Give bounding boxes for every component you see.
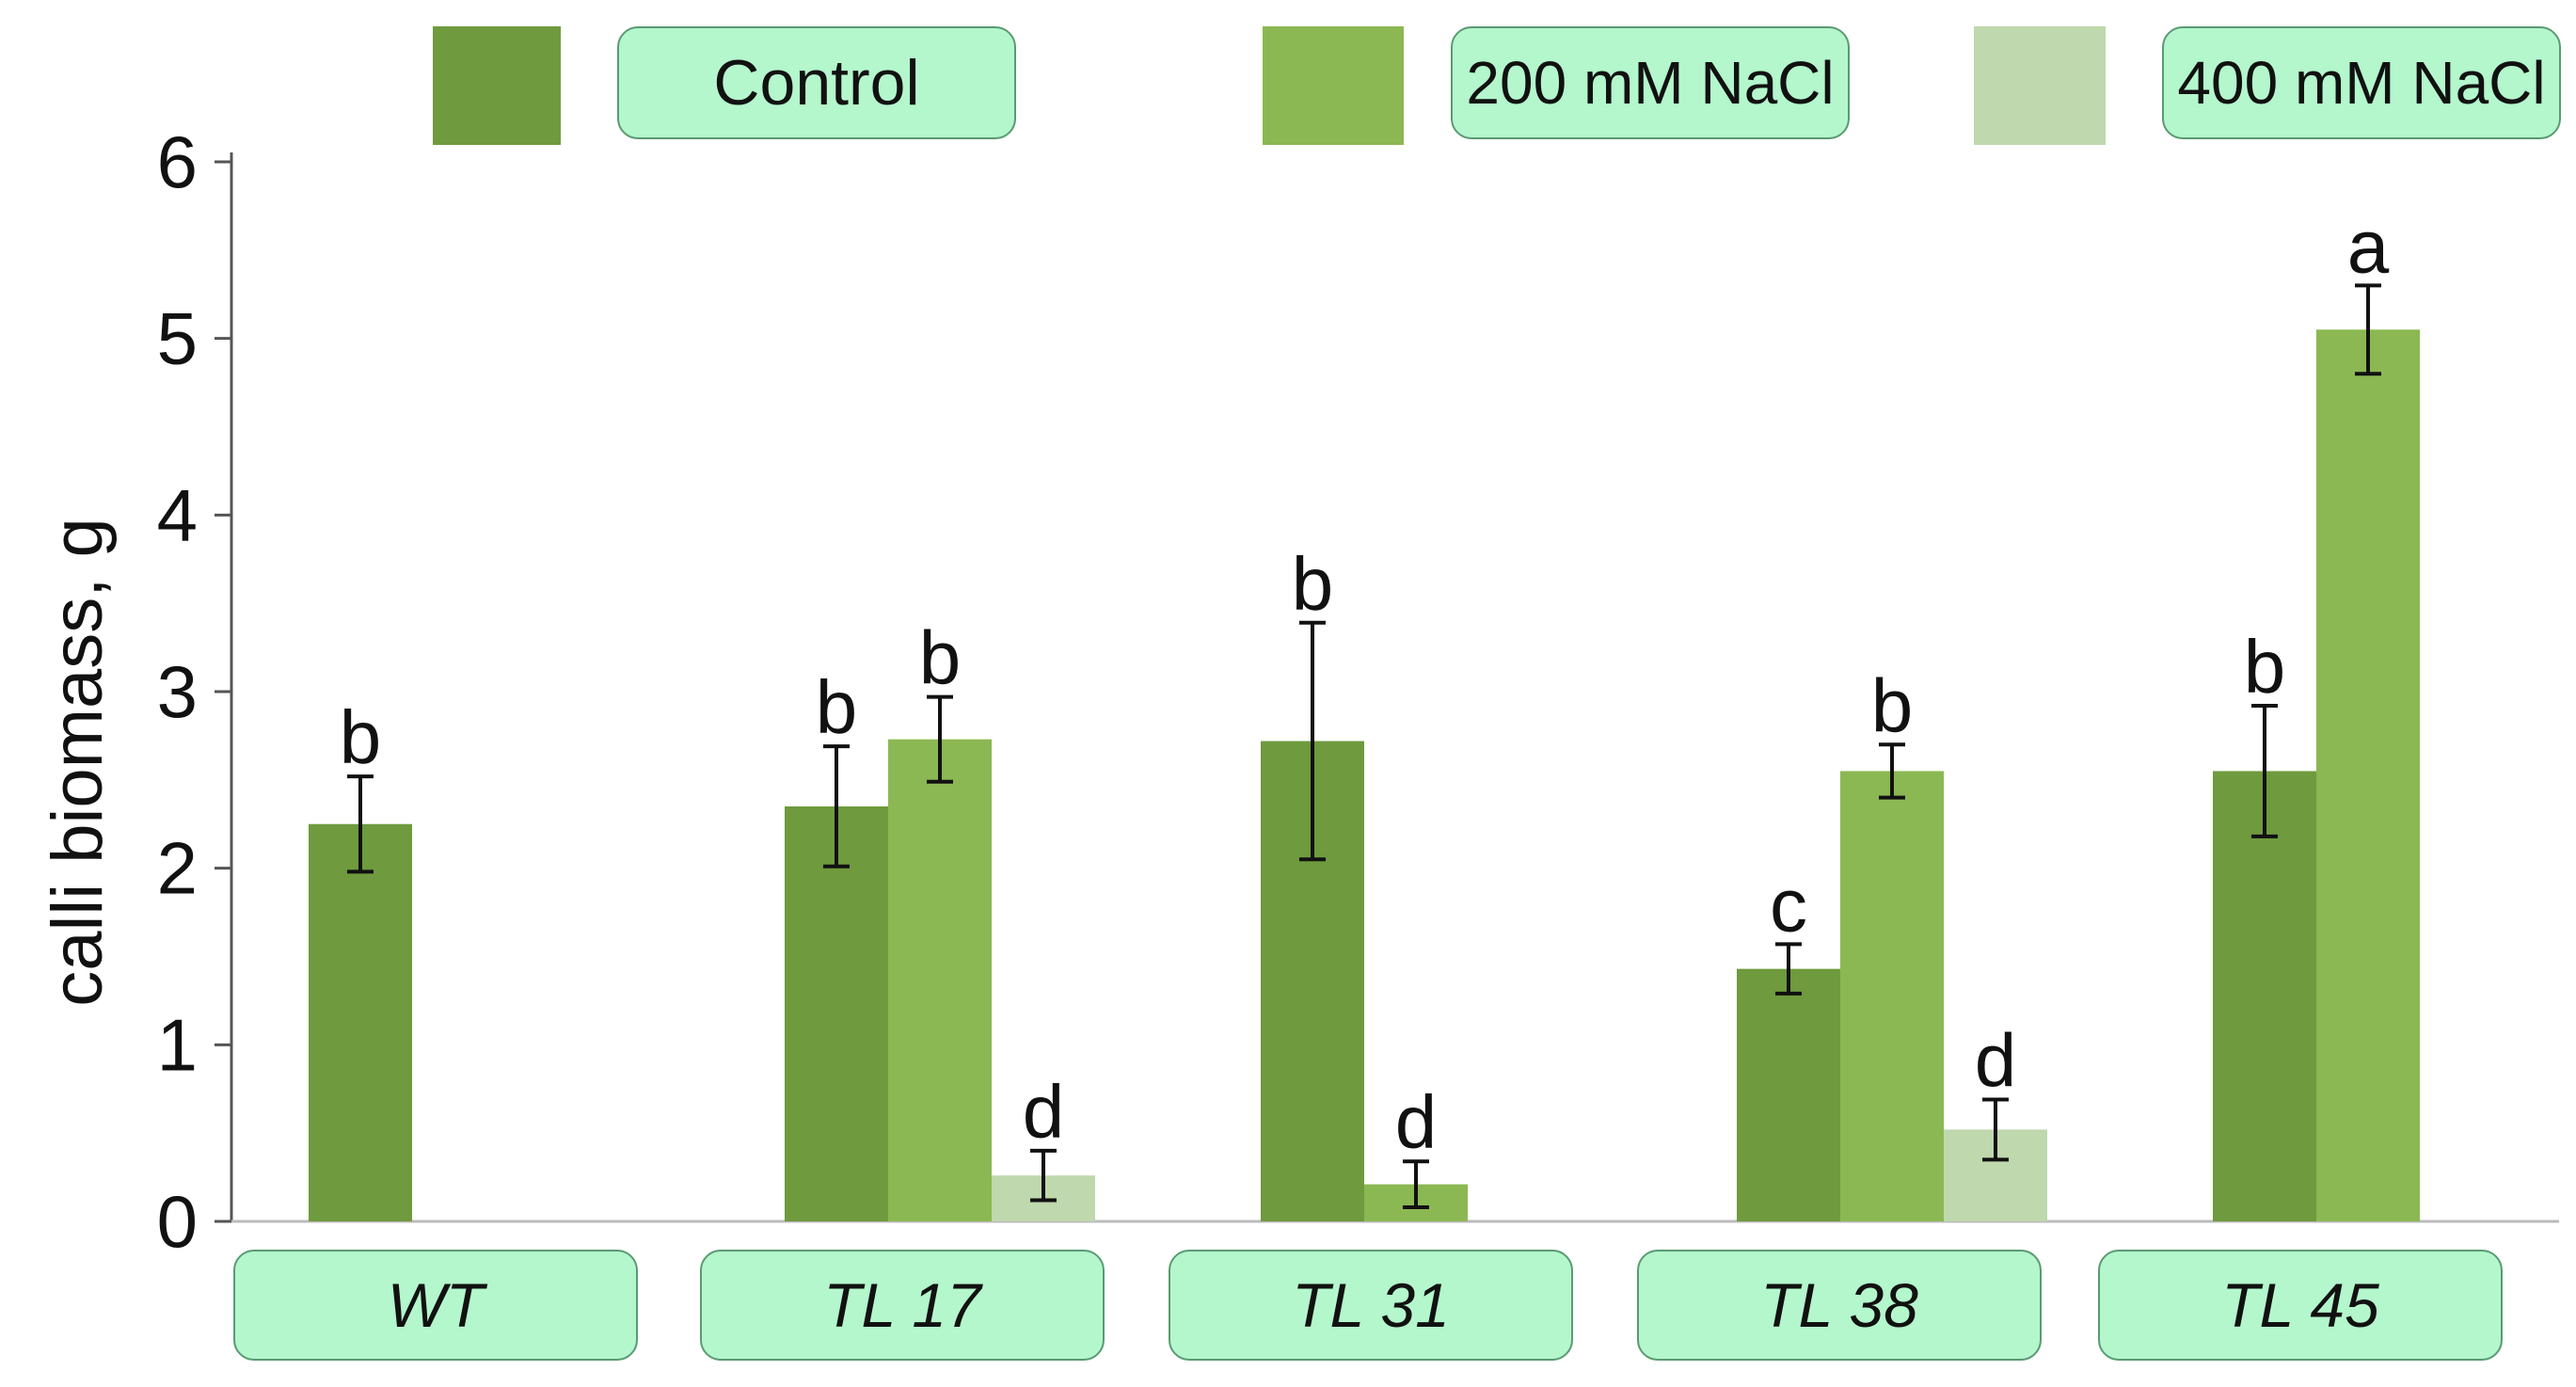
significance-letter: c xyxy=(1770,863,1807,947)
y-tick-label: 2 xyxy=(157,827,198,910)
category-label-tl17: TL 17 xyxy=(700,1250,1105,1361)
significance-letter: b xyxy=(816,665,858,749)
y-tick-label: 4 xyxy=(157,473,198,556)
error-bar xyxy=(2251,704,2278,838)
legend-label-200mm: 200 mM NaCl xyxy=(1451,26,1850,139)
error-bar xyxy=(823,744,850,869)
error-bar xyxy=(927,694,953,784)
bar-tl17-series-0 xyxy=(785,805,888,1221)
legend-swatch-200mm xyxy=(1263,26,1404,145)
category-label-wt: WT xyxy=(233,1250,638,1361)
significance-letter: d xyxy=(1975,1019,2017,1103)
legend-label-control: Control xyxy=(617,26,1016,139)
y-tick-label: 6 xyxy=(157,120,198,203)
error-bar xyxy=(347,774,374,874)
significance-letter: a xyxy=(2347,204,2390,288)
significance-letter: b xyxy=(1871,663,1914,747)
significance-letter: b xyxy=(1292,542,1334,626)
error-bar xyxy=(1879,742,1905,800)
significance-letter: b xyxy=(919,616,962,700)
category-label-tl38: TL 38 xyxy=(1637,1250,2042,1361)
bar-wt-series-0 xyxy=(309,823,412,1221)
y-tick-label: 5 xyxy=(157,297,198,380)
bar-tl38-series-1 xyxy=(1840,771,1944,1221)
error-bar xyxy=(1299,620,1326,862)
legend-label-400mm: 400 mM NaCl xyxy=(2162,26,2561,139)
y-tick-label: 0 xyxy=(157,1180,198,1263)
bar-tl38-series-0 xyxy=(1737,968,1840,1221)
bar-tl45-series-1 xyxy=(2316,329,2420,1221)
bar-tl17-series-1 xyxy=(888,739,992,1221)
significance-letter: d xyxy=(1395,1080,1438,1164)
error-bar xyxy=(1403,1159,1429,1209)
error-bar xyxy=(1775,942,1802,996)
error-bars xyxy=(347,283,2381,1209)
significance-letter: d xyxy=(1023,1070,1065,1154)
significance-letter: b xyxy=(2244,625,2286,709)
category-label-tl45: TL 45 xyxy=(2098,1250,2503,1361)
y-tick-label: 1 xyxy=(157,1003,198,1086)
significance-letter: b xyxy=(340,695,382,779)
error-bar xyxy=(1030,1148,1057,1203)
y-tick-label: 3 xyxy=(157,650,198,733)
category-label-tl31: TL 31 xyxy=(1169,1250,1573,1361)
bars xyxy=(309,329,2420,1221)
error-bar xyxy=(2355,283,2381,376)
bar-tl45-series-0 xyxy=(2213,771,2316,1221)
y-axis-label: calli biomass, g xyxy=(38,518,118,1007)
legend-swatch-control xyxy=(433,26,561,145)
error-bar xyxy=(1982,1097,2009,1162)
legend-swatch-400mm xyxy=(1974,26,2106,145)
